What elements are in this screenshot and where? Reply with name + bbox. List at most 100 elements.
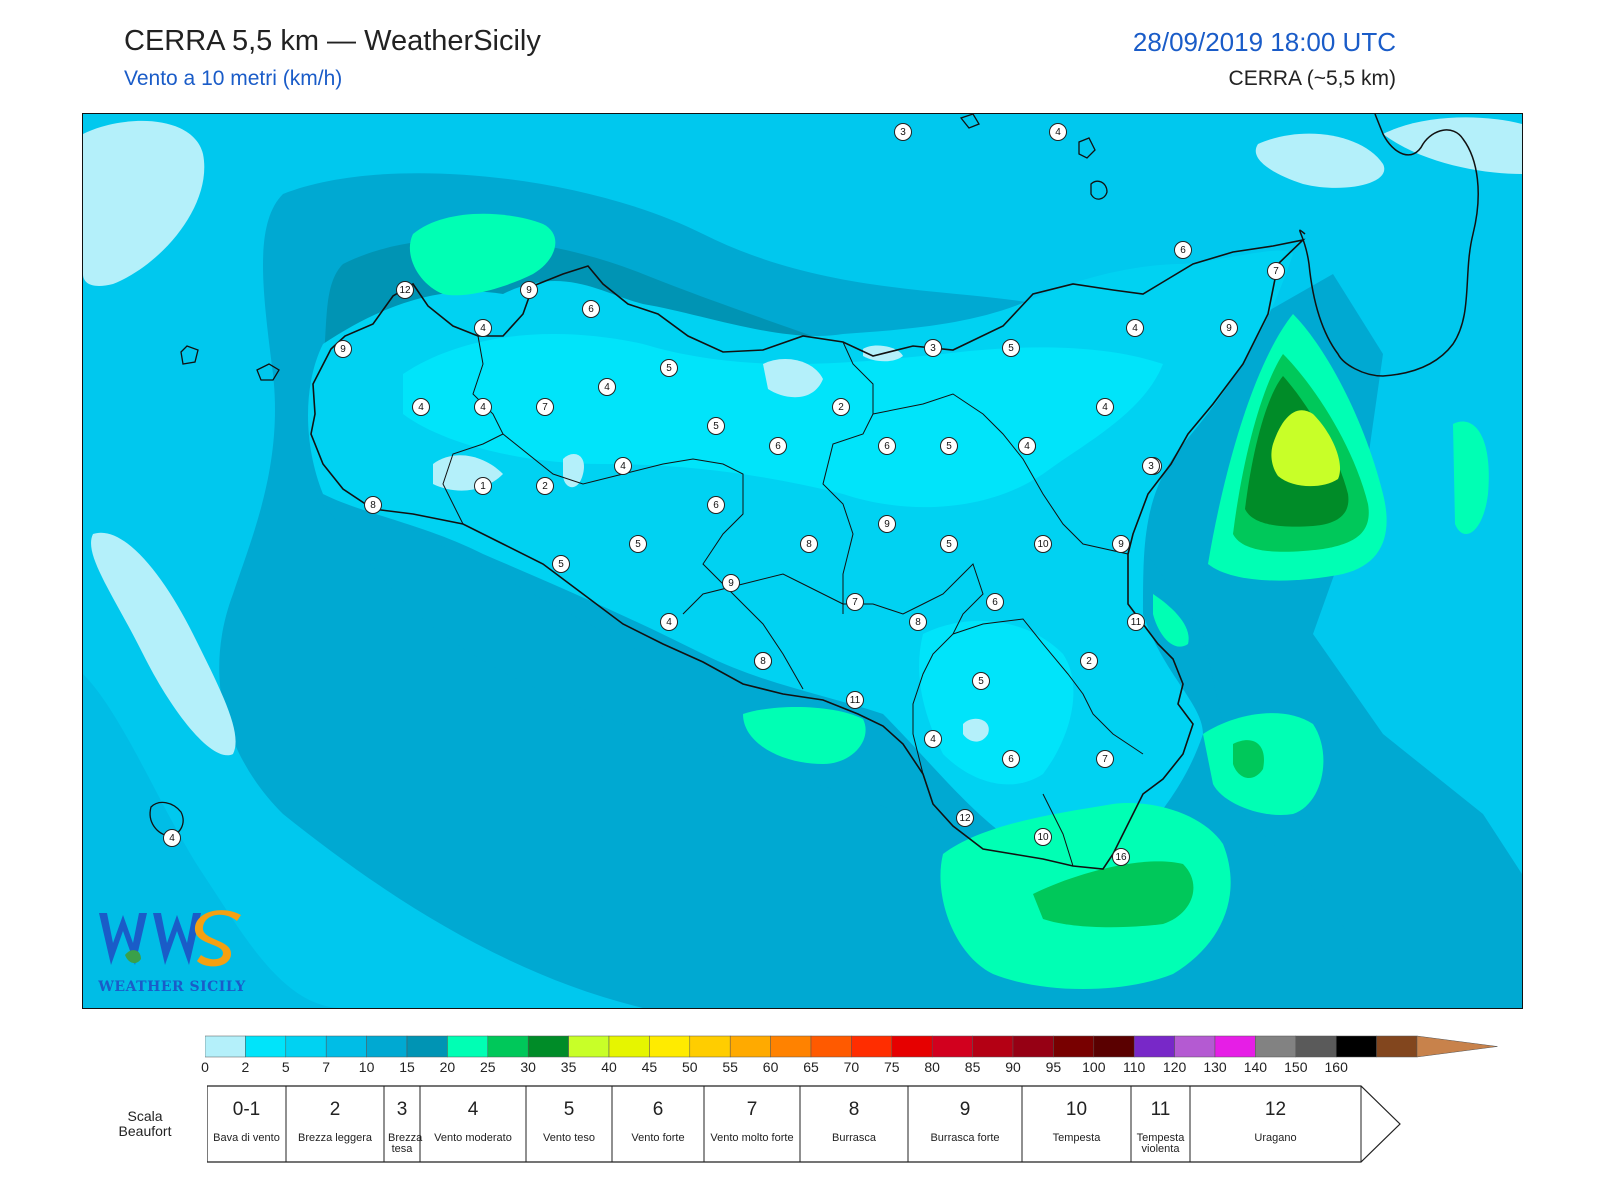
station-marker: 4 — [924, 730, 942, 748]
beaufort-level-desc: Burrasca — [831, 1132, 877, 1144]
field-band-0b — [91, 532, 236, 756]
colorbar-bin — [447, 1035, 489, 1058]
field-band-20-edge — [1453, 421, 1489, 534]
station-marker: 6 — [986, 593, 1004, 611]
station-marker: 9 — [1220, 319, 1238, 337]
island-vulcano — [1090, 180, 1108, 200]
colorbar-tick: 15 — [399, 1059, 415, 1075]
field-band-20-south — [743, 707, 866, 764]
beaufort-level-desc: Brezza leggera — [298, 1132, 372, 1144]
colorbar-tick: 25 — [480, 1059, 496, 1075]
island-alicudi — [959, 114, 980, 129]
field-band-25-se — [1033, 861, 1194, 928]
colorbar-tick: 7 — [322, 1059, 331, 1075]
border-ct-sr — [952, 618, 1144, 755]
colorbar-tick: 10 — [358, 1059, 375, 1075]
border-rg-sr — [1042, 793, 1074, 867]
beaufort-level-number: 12 — [1264, 1099, 1287, 1120]
beaufort-title: Scala Beaufort — [118, 1108, 172, 1139]
beaufort-level-desc: Vento teso — [543, 1132, 595, 1144]
colorbar-tick: 40 — [601, 1059, 617, 1075]
colorbar-tick: 55 — [722, 1059, 738, 1075]
model-label: CERRA (~5,5 km) — [1228, 67, 1396, 90]
colorbar-tick: 130 — [1203, 1059, 1227, 1075]
station-marker: 6 — [707, 496, 725, 514]
station-marker: 6 — [1174, 241, 1192, 259]
station-marker: 4 — [412, 398, 430, 416]
station-marker: 4 — [660, 613, 678, 631]
colorbar-tick: 5 — [281, 1059, 290, 1075]
beaufort-level-number: 11 — [1150, 1099, 1171, 1120]
beaufort-level-number: 3 — [396, 1099, 408, 1120]
colorbar-tick: 50 — [682, 1059, 698, 1075]
colorbar-bin — [285, 1035, 327, 1058]
border-en-cl — [843, 563, 984, 775]
logo-text: WEATHER SICILY — [98, 979, 246, 995]
field-band-35-ionian — [1271, 410, 1341, 487]
weathersicily-logo: WEATHER SICILY — [97, 903, 247, 995]
colorbar-bin — [1133, 1035, 1175, 1058]
station-marker: 5 — [707, 417, 725, 435]
beaufort-level-number: 0-1 — [232, 1099, 261, 1120]
beaufort-level-number: 8 — [848, 1099, 860, 1120]
wind-map: 3467129643549944745425665479124643889510… — [82, 113, 1523, 1009]
border-ag-cl — [682, 573, 844, 615]
colorbar-bin — [972, 1035, 1014, 1058]
colorbar-bin — [1174, 1035, 1216, 1058]
colorbar-tick: 120 — [1162, 1059, 1187, 1075]
colorbar-tick: 70 — [843, 1059, 860, 1075]
field-band-0a — [83, 120, 205, 286]
station-marker: 5 — [1002, 339, 1020, 357]
station-marker: 4 — [1018, 437, 1036, 455]
field-band-25-east — [1233, 740, 1264, 779]
station-marker: 4 — [1049, 123, 1067, 141]
colorbar-tick: 90 — [1005, 1059, 1021, 1075]
beaufort-level-number: 10 — [1065, 1099, 1088, 1120]
land-spot-3 — [763, 359, 823, 398]
colorbar-bin — [729, 1035, 771, 1058]
colorbar-tick: 140 — [1243, 1059, 1268, 1075]
colorbar-bin — [649, 1035, 691, 1058]
station-marker: 7 — [536, 398, 554, 416]
beaufort-level-desc: Vento moderato — [434, 1132, 512, 1144]
beaufort-level-number: 2 — [329, 1099, 341, 1120]
colorbar-tick: 160 — [1324, 1059, 1348, 1075]
colorbar-tick: 30 — [520, 1059, 536, 1075]
colorbar-tick: 2 — [241, 1059, 250, 1075]
land-spot-5 — [963, 718, 989, 742]
station-marker: 5 — [552, 555, 570, 573]
beaufort-level-number: 5 — [563, 1099, 575, 1120]
station-marker: 11 — [1127, 613, 1145, 631]
station-marker: 6 — [769, 437, 787, 455]
station-marker: 9 — [878, 515, 896, 533]
colorbar-tick: 150 — [1284, 1059, 1308, 1075]
station-marker: 5 — [972, 672, 990, 690]
map-title: CERRA 5,5 km — WeatherSicily — [124, 25, 541, 57]
beaufort-level-desc: Vento forte — [631, 1132, 685, 1144]
station-marker: 2 — [1080, 652, 1098, 670]
field-band-7 — [83, 674, 343, 1008]
colorbar-tick: 75 — [884, 1059, 900, 1075]
island-pantelleria — [149, 801, 184, 837]
colorbar-bin — [406, 1035, 448, 1058]
station-marker: 6 — [582, 300, 600, 318]
beaufort-level-desc: Bava di vento — [213, 1132, 280, 1144]
colorbar-bin — [770, 1035, 812, 1058]
colorbar-arrow — [1416, 1035, 1498, 1058]
beaufort-level-number: 4 — [467, 1099, 479, 1120]
station-marker: 6 — [1002, 750, 1020, 768]
station-marker: 5 — [940, 437, 958, 455]
station-marker: 12 — [956, 809, 974, 827]
island-lipari — [1078, 137, 1096, 159]
station-marker: 8 — [800, 535, 818, 553]
colorbar-bin — [931, 1035, 973, 1058]
beaufort-level-desc: Brezza tesa — [388, 1132, 423, 1155]
station-marker: 4 — [474, 398, 492, 416]
station-marker: 5 — [940, 535, 958, 553]
station-marker: 4 — [598, 378, 616, 396]
station-marker: 11 — [846, 691, 864, 709]
sicily-field-light — [403, 334, 1163, 508]
colorbar-tick: 95 — [1045, 1059, 1062, 1075]
station-marker: 9 — [520, 281, 538, 299]
colorbar-tick: 85 — [964, 1059, 981, 1075]
